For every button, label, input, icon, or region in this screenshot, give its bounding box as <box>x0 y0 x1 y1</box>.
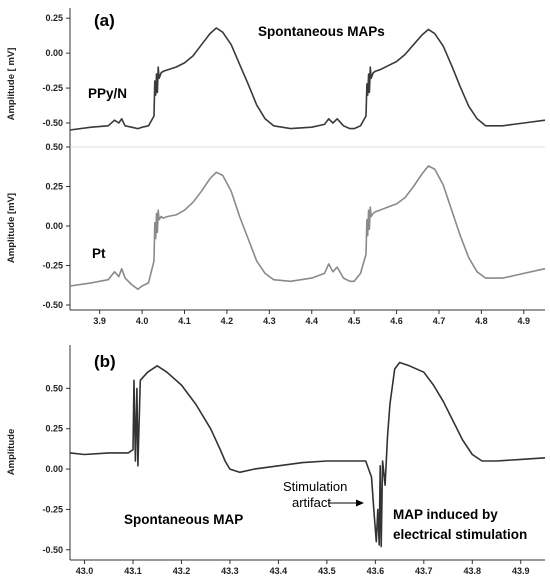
xtick-label: 3.9 <box>93 316 106 326</box>
panel-a: 0.25 0.00 -0.25 -0.50 0.50 0.25 0.00 -0.25 -0.5… <box>6 8 546 326</box>
ytick-label: 0.00 <box>45 464 63 474</box>
ytick-label: -0.25 <box>42 504 63 514</box>
ppy-series <box>69 27 546 131</box>
xtick-label: 43.3 <box>221 566 239 576</box>
panel-a-xticks: 3.9 4.0 4.1 4.2 4.3 4.4 4.5 4.6 4.7 4.8 4.9 <box>93 310 530 326</box>
series-line <box>69 361 546 548</box>
ytick-label: -0.50 <box>42 118 63 128</box>
ytick-label: -0.25 <box>42 261 63 271</box>
xtick-label: 43.5 <box>318 566 336 576</box>
xtick-label: 43.8 <box>464 566 482 576</box>
ytick-label: -0.50 <box>42 300 63 310</box>
xtick-label: 4.1 <box>178 316 191 326</box>
ytick-label: -0.25 <box>42 83 63 93</box>
xtick-label: 4.4 <box>305 316 318 326</box>
annotation-electrical-stimulation: electrical stimulation <box>393 527 527 542</box>
xtick-label: 43.9 <box>512 566 530 576</box>
xtick-label: 43.1 <box>124 566 142 576</box>
series-line <box>69 27 546 131</box>
xtick-label: 4.7 <box>433 316 446 326</box>
xtick-label: 4.6 <box>390 316 403 326</box>
xtick-label: 43.6 <box>367 566 385 576</box>
ytick-label: 0.50 <box>45 383 63 393</box>
pt-series-label: Pt <box>92 246 106 261</box>
xtick-label: 43.2 <box>173 566 191 576</box>
pt-ylabel: Amplitude [mV] <box>6 193 17 263</box>
xtick-label: 43.0 <box>76 566 94 576</box>
ytick-label: -0.50 <box>42 545 63 555</box>
panel-b-ylabel: Amplitude <box>6 429 17 475</box>
xtick-label: 4.3 <box>263 316 276 326</box>
ytick-label: 0.25 <box>45 13 63 23</box>
ppy-ylabel: Amplitude [ mV] <box>6 48 17 121</box>
ytick-label: 0.25 <box>45 182 63 192</box>
xtick-label: 4.2 <box>221 316 234 326</box>
series-line <box>69 165 546 291</box>
annotation-artifact: artifact <box>292 495 331 510</box>
pt-series <box>69 165 546 291</box>
annotation-stimulation: Stimulation <box>283 479 347 494</box>
annotation-spontaneous-map: Spontaneous MAP <box>124 512 243 527</box>
annotation-map-induced: MAP induced by <box>393 507 498 522</box>
pt-yticks: 0.50 0.25 0.00 -0.25 -0.50 <box>42 142 70 310</box>
ytick-label: 0.50 <box>45 142 63 152</box>
xtick-label: 4.5 <box>348 316 361 326</box>
panel-b-xticks: 43.0 43.1 43.2 43.3 43.4 43.5 43.6 43.7 43.8 43.9 <box>76 560 530 576</box>
panel-b: 0.500.250.00-0.25-0.50 43.0 43.1 43.2 43.3 4… <box>6 345 546 576</box>
xtick-label: 43.4 <box>270 566 288 576</box>
ytick-label: 0.00 <box>45 48 63 58</box>
ppy-yticks: 0.25 0.00 -0.25 -0.50 <box>42 13 70 128</box>
ytick-label: 0.25 <box>45 424 63 434</box>
xtick-label: 4.0 <box>136 316 149 326</box>
xtick-label: 43.7 <box>415 566 433 576</box>
ytick-label: 0.00 <box>45 221 63 231</box>
panel-a-label: (a) <box>94 11 115 30</box>
panel-b-series <box>69 361 546 548</box>
panel-b-yticks: 0.50 0.25 0.00 -0.25 -0.50 <box>42 383 70 555</box>
panel-a-title: Spontaneous MAPs <box>258 24 385 39</box>
panel-b-label: (b) <box>94 352 116 371</box>
annotation-arrow-head <box>356 499 364 507</box>
ppy-series-label: PPy/N <box>88 86 127 101</box>
xtick-label: 4.9 <box>518 316 531 326</box>
xtick-label: 4.8 <box>475 316 488 326</box>
